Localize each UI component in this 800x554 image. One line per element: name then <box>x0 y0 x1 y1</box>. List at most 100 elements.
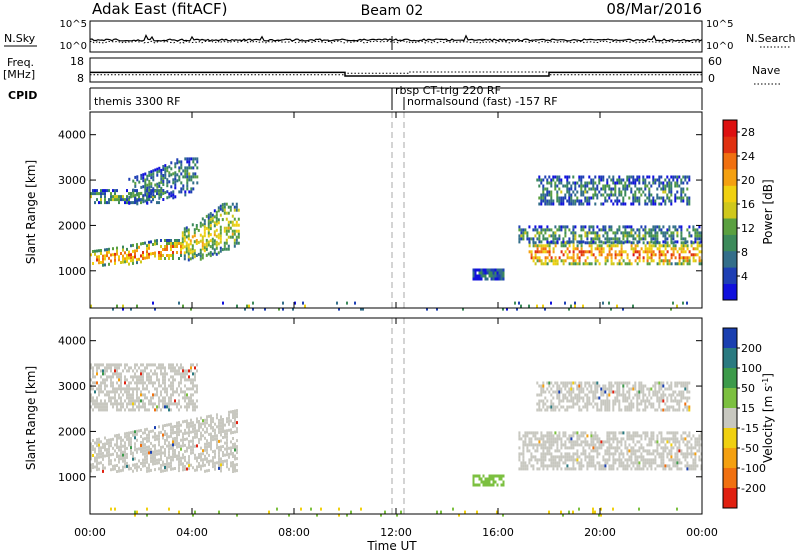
power-echo-cell <box>634 178 637 182</box>
velocity-echo-cell <box>184 384 186 388</box>
velocity-echo-cell <box>104 372 106 376</box>
velocity-echo-cell <box>582 431 585 435</box>
power-echo-cell <box>205 214 208 218</box>
power-echo-cell <box>582 190 585 194</box>
velocity-echo-cell <box>622 393 625 397</box>
velocity-echo-cell <box>626 461 629 465</box>
velocity-echo-cell <box>682 452 685 456</box>
velocity-echo-cell <box>572 387 575 391</box>
velocity-echo-cell <box>608 387 611 391</box>
velocity-echo-cell <box>218 448 220 452</box>
power-echo-cell <box>574 193 577 197</box>
power-echo-cell <box>104 192 106 196</box>
power-echo-cell <box>656 196 659 200</box>
velocity-echo-cell <box>164 433 166 436</box>
power-echo-cell <box>668 244 671 248</box>
power-echo-cell <box>678 259 681 263</box>
power-echo-cell <box>522 234 525 238</box>
power-echo-cell <box>626 178 629 182</box>
power-echo-cell <box>658 256 661 260</box>
velocity-echo-cell <box>124 465 126 469</box>
velocity-echo-cell <box>104 378 106 382</box>
power-echo-cell <box>630 187 633 191</box>
velocity-echo-cell <box>234 442 236 446</box>
velocity-echo-cell <box>622 455 625 459</box>
velocity-echo-cell <box>98 390 100 394</box>
velocity-echo-cell <box>652 405 655 409</box>
velocity-echo-cell <box>106 448 108 452</box>
power-echo-cell <box>172 254 174 257</box>
velocity-echo-cell <box>580 396 583 400</box>
power-y-tick-label: 2000 <box>58 219 86 232</box>
power-echo-cell <box>696 244 699 248</box>
freq-tick-bottom: 8 <box>77 72 84 85</box>
velocity-echo-cell <box>220 424 222 428</box>
velocity-echo-cell <box>608 390 611 394</box>
velocity-echo-cell <box>636 440 639 444</box>
power-echo-cell <box>235 229 238 233</box>
power-echo-cell <box>178 178 181 182</box>
power-echo-cell <box>474 268 477 272</box>
power-colorbar-tick-label: 12 <box>741 222 755 235</box>
velocity-colorbar-swatch <box>723 368 737 389</box>
velocity-echo-cell <box>544 446 547 450</box>
power-echo-cell <box>568 307 570 311</box>
power-echo-cell <box>146 201 149 205</box>
velocity-echo-cell <box>190 396 192 400</box>
velocity-echo-cell <box>576 387 579 391</box>
power-echo-cell <box>652 250 655 254</box>
power-echo-cell <box>552 240 555 244</box>
velocity-echo-cell <box>574 443 577 447</box>
power-echo-cell <box>556 237 559 241</box>
velocity-echo-cell <box>676 393 679 397</box>
power-echo-cell <box>225 247 228 251</box>
velocity-echo-cell <box>660 464 663 468</box>
velocity-echo-cell <box>572 381 575 385</box>
velocity-echo-cell <box>612 434 615 438</box>
power-echo-cell <box>520 237 523 241</box>
velocity-echo-cell <box>588 464 591 468</box>
velocity-echo-cell <box>542 437 545 441</box>
velocity-echo-cell <box>586 387 589 391</box>
power-echo-cell <box>630 247 633 251</box>
power-echo-cell <box>652 244 655 248</box>
power-echo-cell <box>598 190 601 194</box>
velocity-echo-cell <box>144 369 146 373</box>
velocity-echo-cell <box>100 390 102 394</box>
velocity-echo-cell <box>100 408 102 412</box>
velocity-echo-cell <box>614 434 617 438</box>
velocity-echo-cell <box>172 449 174 453</box>
power-echo-cell <box>544 262 547 266</box>
velocity-echo-cell <box>614 446 617 450</box>
velocity-echo-cell <box>140 378 142 382</box>
power-echo-cell <box>546 199 549 203</box>
power-echo-cell <box>648 244 651 248</box>
power-echo-cell <box>217 206 220 210</box>
velocity-echo-cell <box>560 510 562 514</box>
power-echo-cell <box>590 225 593 229</box>
velocity-echo-cell <box>118 408 120 412</box>
cpid-program-normalsound: normalsound (fast) -157 RF <box>407 95 558 108</box>
power-echo-cell <box>219 240 222 244</box>
velocity-echo-cell <box>570 458 573 462</box>
power-echo-cell <box>608 247 611 251</box>
power-echo-cell <box>221 203 224 207</box>
power-echo-cell <box>550 181 553 185</box>
power-echo-cell <box>638 175 641 179</box>
power-echo-cell <box>644 225 647 229</box>
power-echo-cell <box>186 166 189 170</box>
power-echo-cell <box>554 181 557 185</box>
power-echo-cell <box>698 231 701 235</box>
power-echo-cell <box>692 259 695 263</box>
velocity-echo-cell <box>100 384 102 388</box>
power-echo-cell <box>136 175 139 179</box>
power-echo-cell <box>136 202 139 206</box>
velocity-echo-cell <box>104 454 106 458</box>
velocity-echo-cell <box>572 461 575 465</box>
power-echo-cell <box>644 181 647 185</box>
velocity-echo-cell <box>542 440 545 444</box>
velocity-echo-cell <box>214 422 216 426</box>
power-echo-cell <box>183 245 186 249</box>
power-echo-cell <box>626 256 629 260</box>
velocity-echo-cell <box>214 449 216 453</box>
